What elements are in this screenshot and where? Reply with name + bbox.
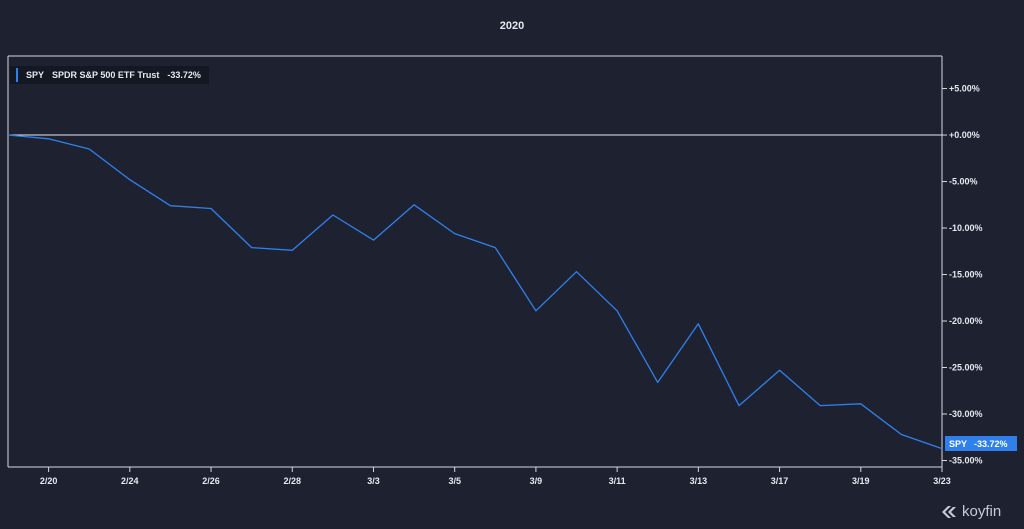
x-tick-label: 2/24 [121,476,139,486]
y-tick-label: -5.00% [949,177,978,187]
x-tick-label: 2/20 [40,476,58,486]
x-tick-label: 3/13 [690,476,708,486]
legend-security-name: SPDR S&P 500 ETF Trust [52,70,160,80]
badge-value: -33.72% [974,438,1008,449]
x-tick-label: 2/26 [202,476,220,486]
x-tick-label: 3/5 [448,476,461,486]
x-tick-label: 3/17 [771,476,789,486]
legend-value: -33.72% [167,70,201,80]
series-line-spy [7,134,943,450]
x-tick-label: 3/9 [530,476,543,486]
badge-ticker: SPY [949,438,968,449]
y-tick-label: +5.00% [949,84,980,94]
x-tick-label: 3/11 [609,476,626,486]
legend-ticker: SPY [26,70,45,80]
koyfin-brand[interactable]: koyfin [940,503,1001,520]
x-tick-label: 3/23 [933,476,951,486]
y-tick-label: +0.00% [949,130,980,140]
y-tick-label: -30.00% [949,409,983,419]
legend[interactable]: SPY SPDR S&P 500 ETF Trust -33.72% [10,66,209,84]
chart-title: 2020 [499,20,525,32]
y-tick-label: -20.00% [949,316,983,326]
y-tick-label: -15.00% [949,270,983,280]
brand-name: koyfin [962,503,1002,520]
x-tick-label: 3/3 [367,476,380,486]
koyfin-logo-icon [942,505,956,518]
legend-swatch [16,68,18,82]
y-tick-label: -35.00% [949,455,983,465]
y-tick-label: -10.00% [949,223,983,233]
y-tick-label: -25.00% [949,363,983,373]
x-tick-label: 3/19 [852,476,870,486]
last-value-badge: SPY -33.72% [945,436,1017,451]
plot-area: +5.00% +0.00% -5.00% -10.00% -15.00% -20.00% -… [7,55,983,486]
x-tick-label: 2/28 [283,476,301,486]
